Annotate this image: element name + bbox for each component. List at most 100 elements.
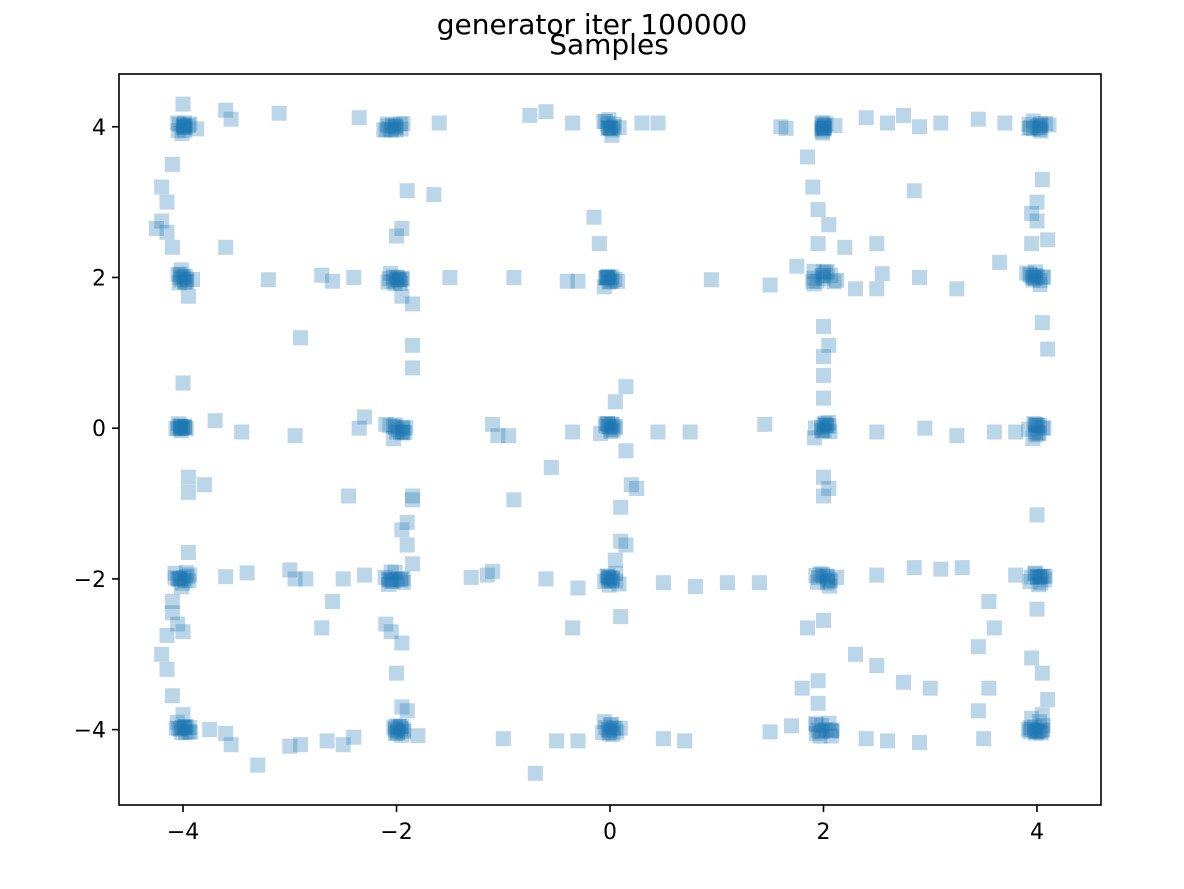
cluster-point — [810, 574, 825, 590]
cluster-point — [600, 722, 616, 738]
scatter-point — [346, 270, 362, 285]
cluster-point — [176, 118, 192, 133]
y-tick-label: 0 — [92, 417, 106, 442]
cluster-point — [829, 570, 845, 585]
scatter-point — [287, 571, 303, 587]
cluster-point — [1022, 724, 1038, 740]
scatter-point — [1024, 722, 1040, 738]
scatter-point — [858, 731, 874, 747]
cluster-point — [816, 120, 832, 136]
cluster-point — [607, 420, 623, 436]
cluster-point — [390, 422, 406, 438]
scatter-point — [218, 102, 234, 118]
cluster-point — [814, 116, 830, 132]
cluster-point — [381, 576, 396, 592]
cluster-point — [173, 421, 189, 437]
cluster-point — [385, 573, 401, 589]
cluster-point — [183, 724, 199, 740]
scatter-point — [175, 707, 191, 723]
cluster-point — [600, 570, 616, 586]
cluster-point — [173, 579, 189, 595]
scatter-point — [394, 288, 410, 304]
cluster-point — [1030, 119, 1046, 135]
cluster-point — [811, 570, 826, 586]
cluster-point — [611, 120, 627, 136]
cluster-point — [389, 725, 405, 741]
scatter-point — [821, 217, 837, 233]
cluster-point — [602, 717, 618, 733]
scatter-point — [800, 149, 815, 165]
cluster-point — [823, 728, 839, 744]
cluster-point — [395, 574, 411, 590]
cluster-point — [601, 120, 617, 136]
cluster-point — [1028, 725, 1044, 741]
axis-ticks: −4 −2 0 2 4 4 2 0 −2 −4 — [74, 116, 1044, 845]
cluster-point — [822, 424, 838, 440]
cluster-point — [823, 268, 839, 284]
cluster-point — [173, 721, 188, 737]
cluster-point — [1020, 721, 1036, 737]
scatter-point — [762, 277, 778, 293]
cluster-point — [173, 262, 189, 278]
cluster-point — [822, 578, 838, 594]
y-tick-label: 2 — [92, 266, 106, 291]
cluster-point — [814, 268, 830, 284]
scatter-point — [549, 733, 565, 749]
cluster-point — [1033, 118, 1049, 134]
cluster-point — [182, 567, 198, 583]
scatter-point — [650, 424, 666, 440]
cluster-point — [1022, 266, 1038, 282]
cluster-point — [1032, 569, 1048, 585]
cluster-point — [599, 270, 615, 285]
cluster-point — [377, 569, 393, 585]
cluster-point — [169, 714, 185, 730]
scatter-point — [607, 552, 623, 568]
cluster-point — [387, 417, 403, 433]
scatter-point — [613, 533, 629, 549]
cluster-point — [176, 117, 191, 133]
cluster-point — [388, 726, 403, 742]
scatter-point — [1034, 707, 1050, 723]
scatter-point — [223, 111, 239, 127]
cluster-point — [824, 722, 840, 738]
cluster-point — [1027, 565, 1043, 581]
cluster-point — [596, 114, 612, 129]
scatter-point — [751, 575, 767, 591]
scatter-point — [848, 281, 863, 297]
cluster-point — [382, 265, 398, 281]
scatter-point — [442, 270, 458, 285]
scatter-point — [816, 319, 831, 334]
cluster-point — [1026, 270, 1042, 286]
cluster-point — [816, 268, 832, 284]
scatter-point — [1029, 213, 1045, 229]
cluster-point — [606, 116, 622, 132]
cluster-point — [178, 421, 194, 437]
cluster-point — [384, 122, 399, 138]
scatter-point — [431, 115, 447, 131]
scatter-point — [1024, 710, 1040, 726]
cluster-point — [809, 273, 825, 289]
cluster-point — [605, 720, 621, 736]
cluster-point — [816, 423, 832, 439]
scatter-point — [906, 560, 922, 576]
cluster-point — [170, 266, 186, 282]
cluster-point — [1028, 264, 1043, 280]
cluster-point — [601, 418, 617, 434]
cluster-point — [819, 568, 835, 584]
cluster-point — [601, 722, 617, 738]
cluster-point — [815, 125, 831, 141]
scatter-point — [778, 120, 794, 136]
scatter-point — [543, 459, 559, 475]
scatter-point — [869, 424, 885, 440]
scatter-point — [239, 565, 255, 581]
scatter-point — [1040, 341, 1056, 357]
cluster-point — [173, 423, 189, 439]
scatter-point — [506, 270, 522, 285]
scatter-point — [410, 728, 426, 744]
cluster-point — [598, 416, 614, 432]
cluster-point — [395, 424, 411, 440]
scatter-point — [180, 484, 196, 500]
scatter-point — [848, 646, 863, 662]
cluster-point — [601, 112, 617, 128]
cluster-point — [599, 569, 615, 584]
